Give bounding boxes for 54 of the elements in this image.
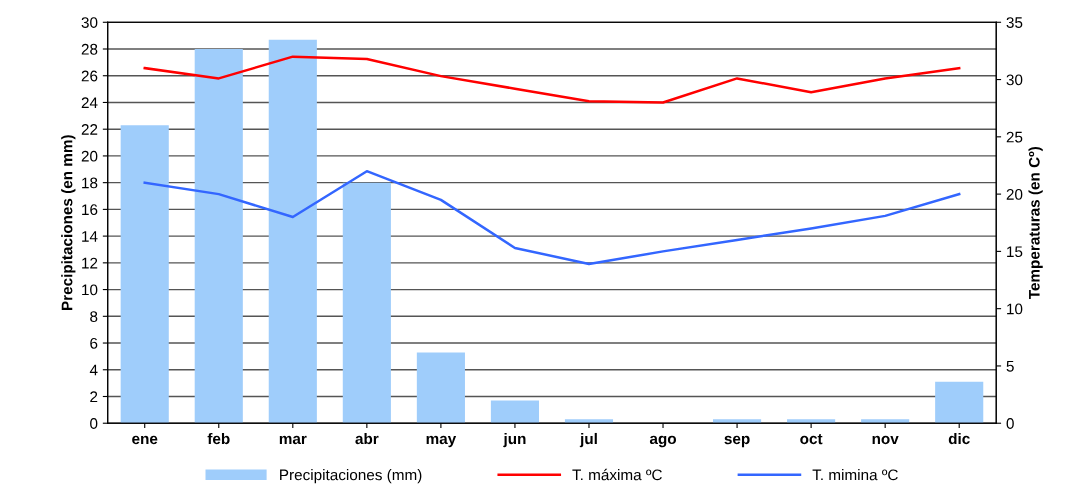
y-tick-label: 8 [90, 311, 98, 322]
y-tick-label: 0 [90, 418, 98, 429]
bar [935, 381, 984, 424]
y-tick-label: 18 [82, 177, 98, 189]
x-tick-label: mar [279, 435, 307, 445]
x-tick-label: sep [724, 435, 750, 448]
line-series [143, 169, 961, 266]
legend-label: T. mimina ºC [812, 469, 898, 481]
y-tick-label: 20 [81, 150, 98, 162]
y-tick-label: 22 [81, 124, 98, 135]
bar [416, 352, 465, 424]
x-tick-label: jun [503, 432, 526, 448]
y-tick-label: 6 [90, 337, 98, 349]
y-tick-label: 30 [81, 17, 98, 28]
y-tick-label: 2 [90, 391, 98, 403]
y2-tick-label: 20 [1006, 188, 1023, 200]
legend-label: Precipitaciones (mm) [280, 469, 422, 484]
x-tick-label: ene [132, 435, 158, 445]
y-tick-label: 12 [82, 257, 98, 269]
y2-tick-label: 5 [1006, 360, 1014, 372]
x-tick-label: jul [579, 432, 597, 448]
bar [564, 419, 614, 424]
y-axis-title: Precipitaciones (en mm) [61, 135, 76, 311]
bar [787, 419, 836, 424]
x-tick-label: dic [948, 432, 970, 445]
bar [342, 182, 391, 424]
y2-tick-label: 15 [1007, 246, 1023, 258]
bar [861, 419, 910, 424]
y2-tick-label: 30 [1006, 74, 1023, 86]
y-tick-label: 28 [81, 43, 98, 55]
y-tick-label: 24 [81, 97, 98, 108]
y-tick-label: 10 [82, 284, 98, 296]
bar [268, 39, 317, 424]
x-tick-label: may [426, 435, 457, 448]
y-tick-label: 26 [81, 70, 98, 82]
x-tick-label: ago [649, 435, 677, 448]
y2-axis-title: Temperaturas (en Cº) [1028, 146, 1043, 300]
x-tick-label: abr [355, 432, 379, 445]
y-tick-label: 14 [82, 231, 98, 242]
bar [713, 419, 762, 424]
y2-tick-label: 0 [1006, 418, 1014, 429]
bar [120, 125, 169, 424]
x-tick-label: feb [207, 432, 230, 445]
y-tick-label: 16 [82, 204, 98, 216]
y2-tick-label: 25 [1006, 131, 1023, 143]
legend-label: T. máxima ºC [572, 468, 662, 481]
line-series [143, 55, 961, 104]
bar [490, 400, 539, 424]
y2-tick-label: 35 [1006, 17, 1023, 28]
y-tick-label: 4 [89, 364, 98, 376]
bar [194, 49, 243, 424]
x-tick-label: oct [800, 434, 823, 445]
x-tick-label: nov [872, 435, 899, 445]
y2-tick-label: 10 [1007, 303, 1023, 315]
